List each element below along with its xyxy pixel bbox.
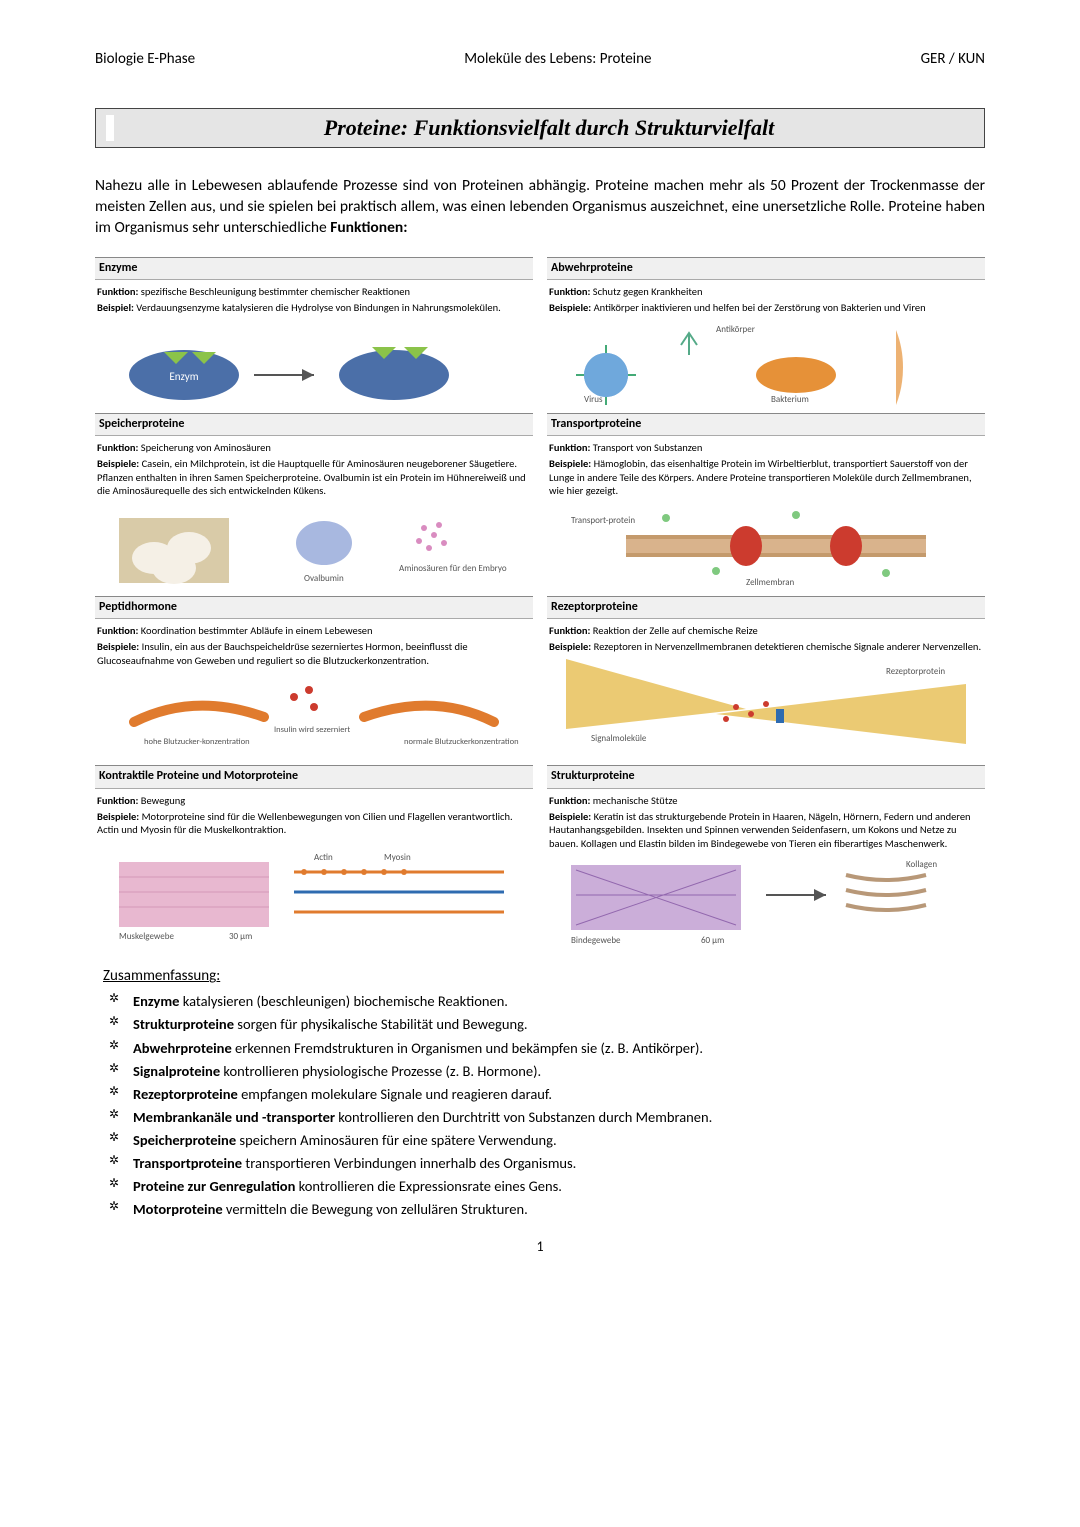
svg-text:Bindegewebe: Bindegewebe — [571, 935, 621, 945]
list-item: Strukturproteine sorgen für physikalisch… — [133, 1014, 985, 1035]
svg-text:Antikörper: Antikörper — [716, 324, 755, 335]
page-header: Biologie E-Phase Moleküle des Lebens: Pr… — [95, 50, 985, 68]
svg-text:60 µm: 60 µm — [701, 935, 724, 945]
card-transport: Transportproteine Funktion: Transport vo… — [547, 413, 985, 596]
card-title: Peptidhormone — [95, 597, 533, 620]
svg-text:hohe Blutzucker-konzentration: hohe Blutzucker-konzentration — [144, 737, 250, 747]
svg-text:Signalmoleküle: Signalmoleküle — [591, 733, 647, 744]
header-left: Biologie E-Phase — [95, 50, 195, 68]
card-kontraktil: Kontraktile Proteine und Motorproteine F… — [95, 765, 533, 953]
svg-text:Enzym: Enzym — [169, 370, 198, 383]
protein-grid: Enzyme Funktion: spezifische Beschleunig… — [95, 257, 985, 954]
card-speicher: Speicherproteine Funktion: Speicherung v… — [95, 413, 533, 596]
figure-enzyme: Enzym — [97, 320, 531, 405]
svg-text:normale Blutzuckerkonzentratio: normale Blutzuckerkonzentration — [404, 737, 519, 747]
title-bar: Proteine: Funktionsvielfalt durch Strukt… — [95, 108, 985, 148]
svg-text:Virus: Virus — [584, 394, 603, 405]
figure-abwehr: Virus Antikörper Bakterium — [549, 320, 983, 405]
page-number: 1 — [95, 1238, 985, 1255]
svg-text:Transport-protein: Transport-protein — [571, 515, 635, 526]
svg-text:Rezeptorprotein: Rezeptorprotein — [886, 666, 945, 677]
card-enzyme: Enzyme Funktion: spezifische Beschleunig… — [95, 257, 533, 413]
card-title: Transportproteine — [547, 414, 985, 437]
svg-text:30 µm: 30 µm — [229, 931, 252, 942]
card-title: Rezeptorproteine — [547, 597, 985, 620]
svg-text:Muskelgewebe: Muskelgewebe — [119, 931, 174, 942]
intro-paragraph: Nahezu alle in Lebewesen ablaufende Proz… — [95, 176, 985, 239]
summary-list: Enzyme katalysieren (beschleunigen) bioc… — [95, 991, 985, 1219]
card-peptid: Peptidhormone Funktion: Koordination bes… — [95, 596, 533, 766]
header-center: Moleküle des Lebens: Proteine — [464, 50, 651, 68]
svg-text:Ovalbumin: Ovalbumin — [304, 573, 344, 584]
card-title: Speicherproteine — [95, 414, 533, 437]
card-title: Strukturproteine — [547, 766, 985, 789]
card-struktur: Strukturproteine Funktion: mechanische S… — [547, 765, 985, 953]
list-item: Enzyme katalysieren (beschleunigen) bioc… — [133, 991, 985, 1012]
list-item: Abwehrproteine erkennen Fremdstrukturen … — [133, 1038, 985, 1059]
card-title: Kontraktile Proteine und Motorproteine — [95, 766, 533, 789]
list-item: Speicherproteine speichern Aminosäuren f… — [133, 1130, 985, 1151]
svg-text:Actin: Actin — [314, 852, 333, 863]
header-right: GER / KUN — [921, 50, 985, 68]
figure-struktur: Bindegewebe 60 µm Kollagen — [549, 855, 983, 945]
card-title: Abwehrproteine — [547, 258, 985, 281]
svg-text:Aminosäuren für den Embryo: Aminosäuren für den Embryo — [399, 563, 507, 574]
page-title: Proteine: Funktionsvielfalt durch Strukt… — [106, 115, 974, 141]
figure-kontraktil: Muskelgewebe 30 µm Actin Myosin — [97, 842, 531, 942]
figure-peptid: hohe Blutzucker-konzentration Insulin wi… — [97, 672, 531, 757]
figure-rezeptor: Rezeptorprotein Signalmoleküle — [549, 659, 983, 744]
list-item: Signalproteine kontrollieren physiologis… — [133, 1061, 985, 1082]
svg-text:Zellmembran: Zellmembran — [746, 577, 795, 588]
summary-heading: Zusammenfassung: — [103, 967, 985, 985]
svg-text:Insulin wird sezerniert: Insulin wird sezerniert — [274, 725, 350, 735]
card-abwehr: Abwehrproteine Funktion: Schutz gegen Kr… — [547, 257, 985, 413]
list-item: Proteine zur Genregulation kontrollieren… — [133, 1176, 985, 1197]
list-item: Motorproteine vermitteln die Bewegung vo… — [133, 1199, 985, 1220]
svg-text:Kollagen: Kollagen — [906, 859, 937, 870]
svg-text:Myosin: Myosin — [384, 852, 411, 863]
list-item: Rezeptorproteine empfangen molekulare Si… — [133, 1084, 985, 1105]
figure-speicher: Ovalbumin Aminosäuren für den Embryo — [97, 503, 531, 588]
card-title: Enzyme — [95, 258, 533, 281]
list-item: Membrankanäle und -transporter kontrolli… — [133, 1107, 985, 1128]
svg-text:Bakterium: Bakterium — [771, 394, 809, 405]
figure-transport: Transport-protein Zellmembran — [549, 503, 983, 588]
card-rezeptor: Rezeptorproteine Funktion: Reaktion der … — [547, 596, 985, 766]
list-item: Transportproteine transportieren Verbind… — [133, 1153, 985, 1174]
